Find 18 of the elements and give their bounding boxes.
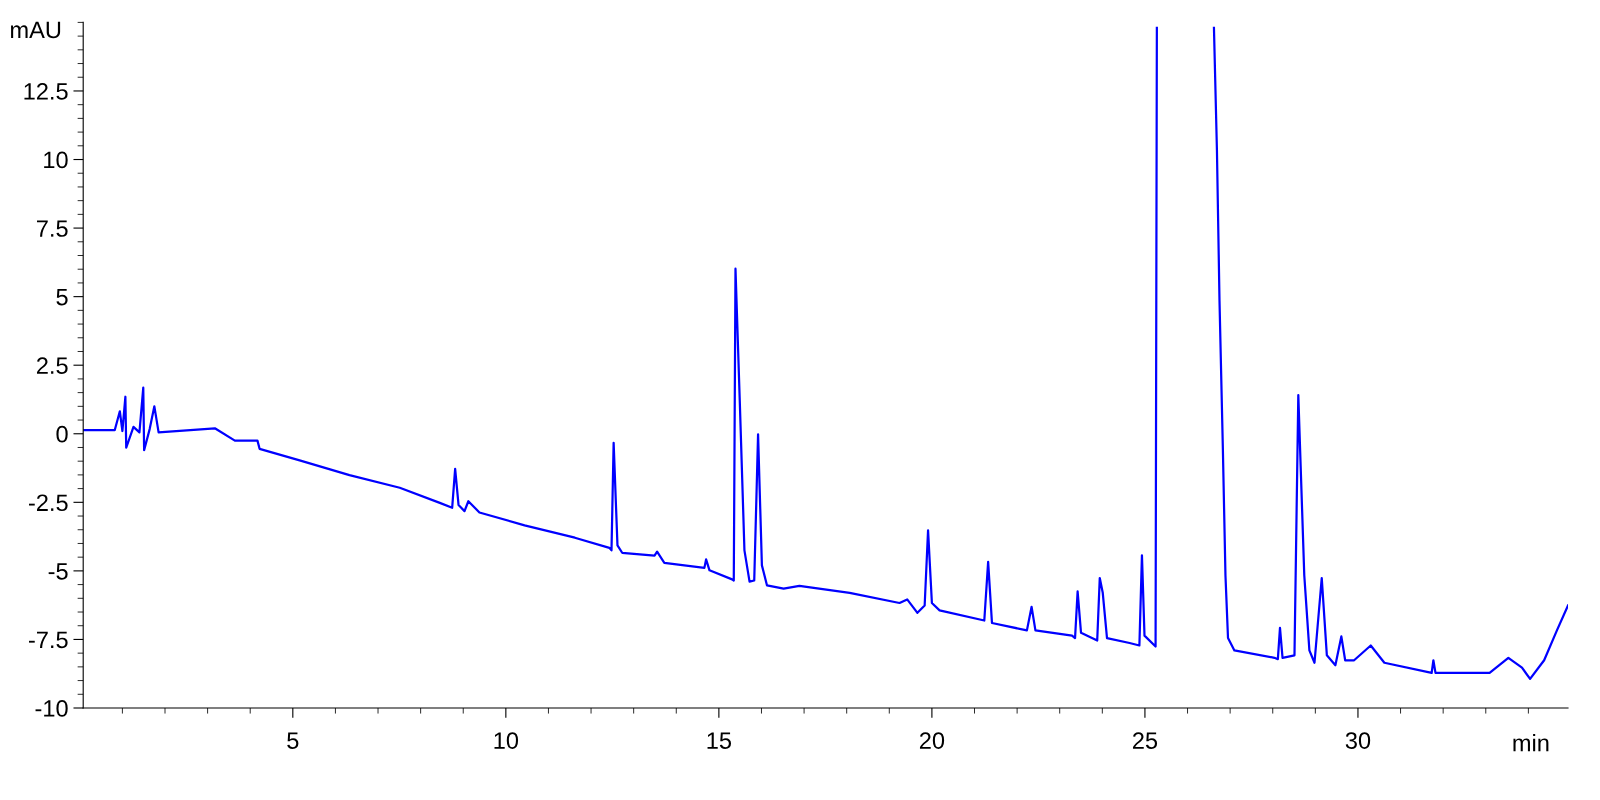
x-tick-label: 20 <box>919 732 945 749</box>
x-tick-label: 5 <box>287 732 299 749</box>
y-axis-title: mAU <box>11 21 61 39</box>
y-tick-label: -5 <box>48 563 68 580</box>
y-tick-label: 7.5 <box>37 220 68 237</box>
y-tick-label: -2.5 <box>28 494 68 512</box>
y-tick-label: 5 <box>56 288 68 306</box>
y-tick-label: -7.5 <box>28 631 68 649</box>
y-tick-label: 12.5 <box>24 83 68 100</box>
x-axis-title: min <box>1513 734 1549 752</box>
x-tick-label: 15 <box>707 732 732 749</box>
x-tick-label: 10 <box>494 732 519 749</box>
x-tick-label: 30 <box>1345 732 1371 749</box>
y-tick-label: 0 <box>56 425 68 443</box>
y-tick-label: -10 <box>35 700 68 717</box>
y-tick-label: 2.5 <box>36 357 68 374</box>
y-tick-label: 10 <box>44 151 68 169</box>
x-tick-label: 25 <box>1132 732 1158 749</box>
